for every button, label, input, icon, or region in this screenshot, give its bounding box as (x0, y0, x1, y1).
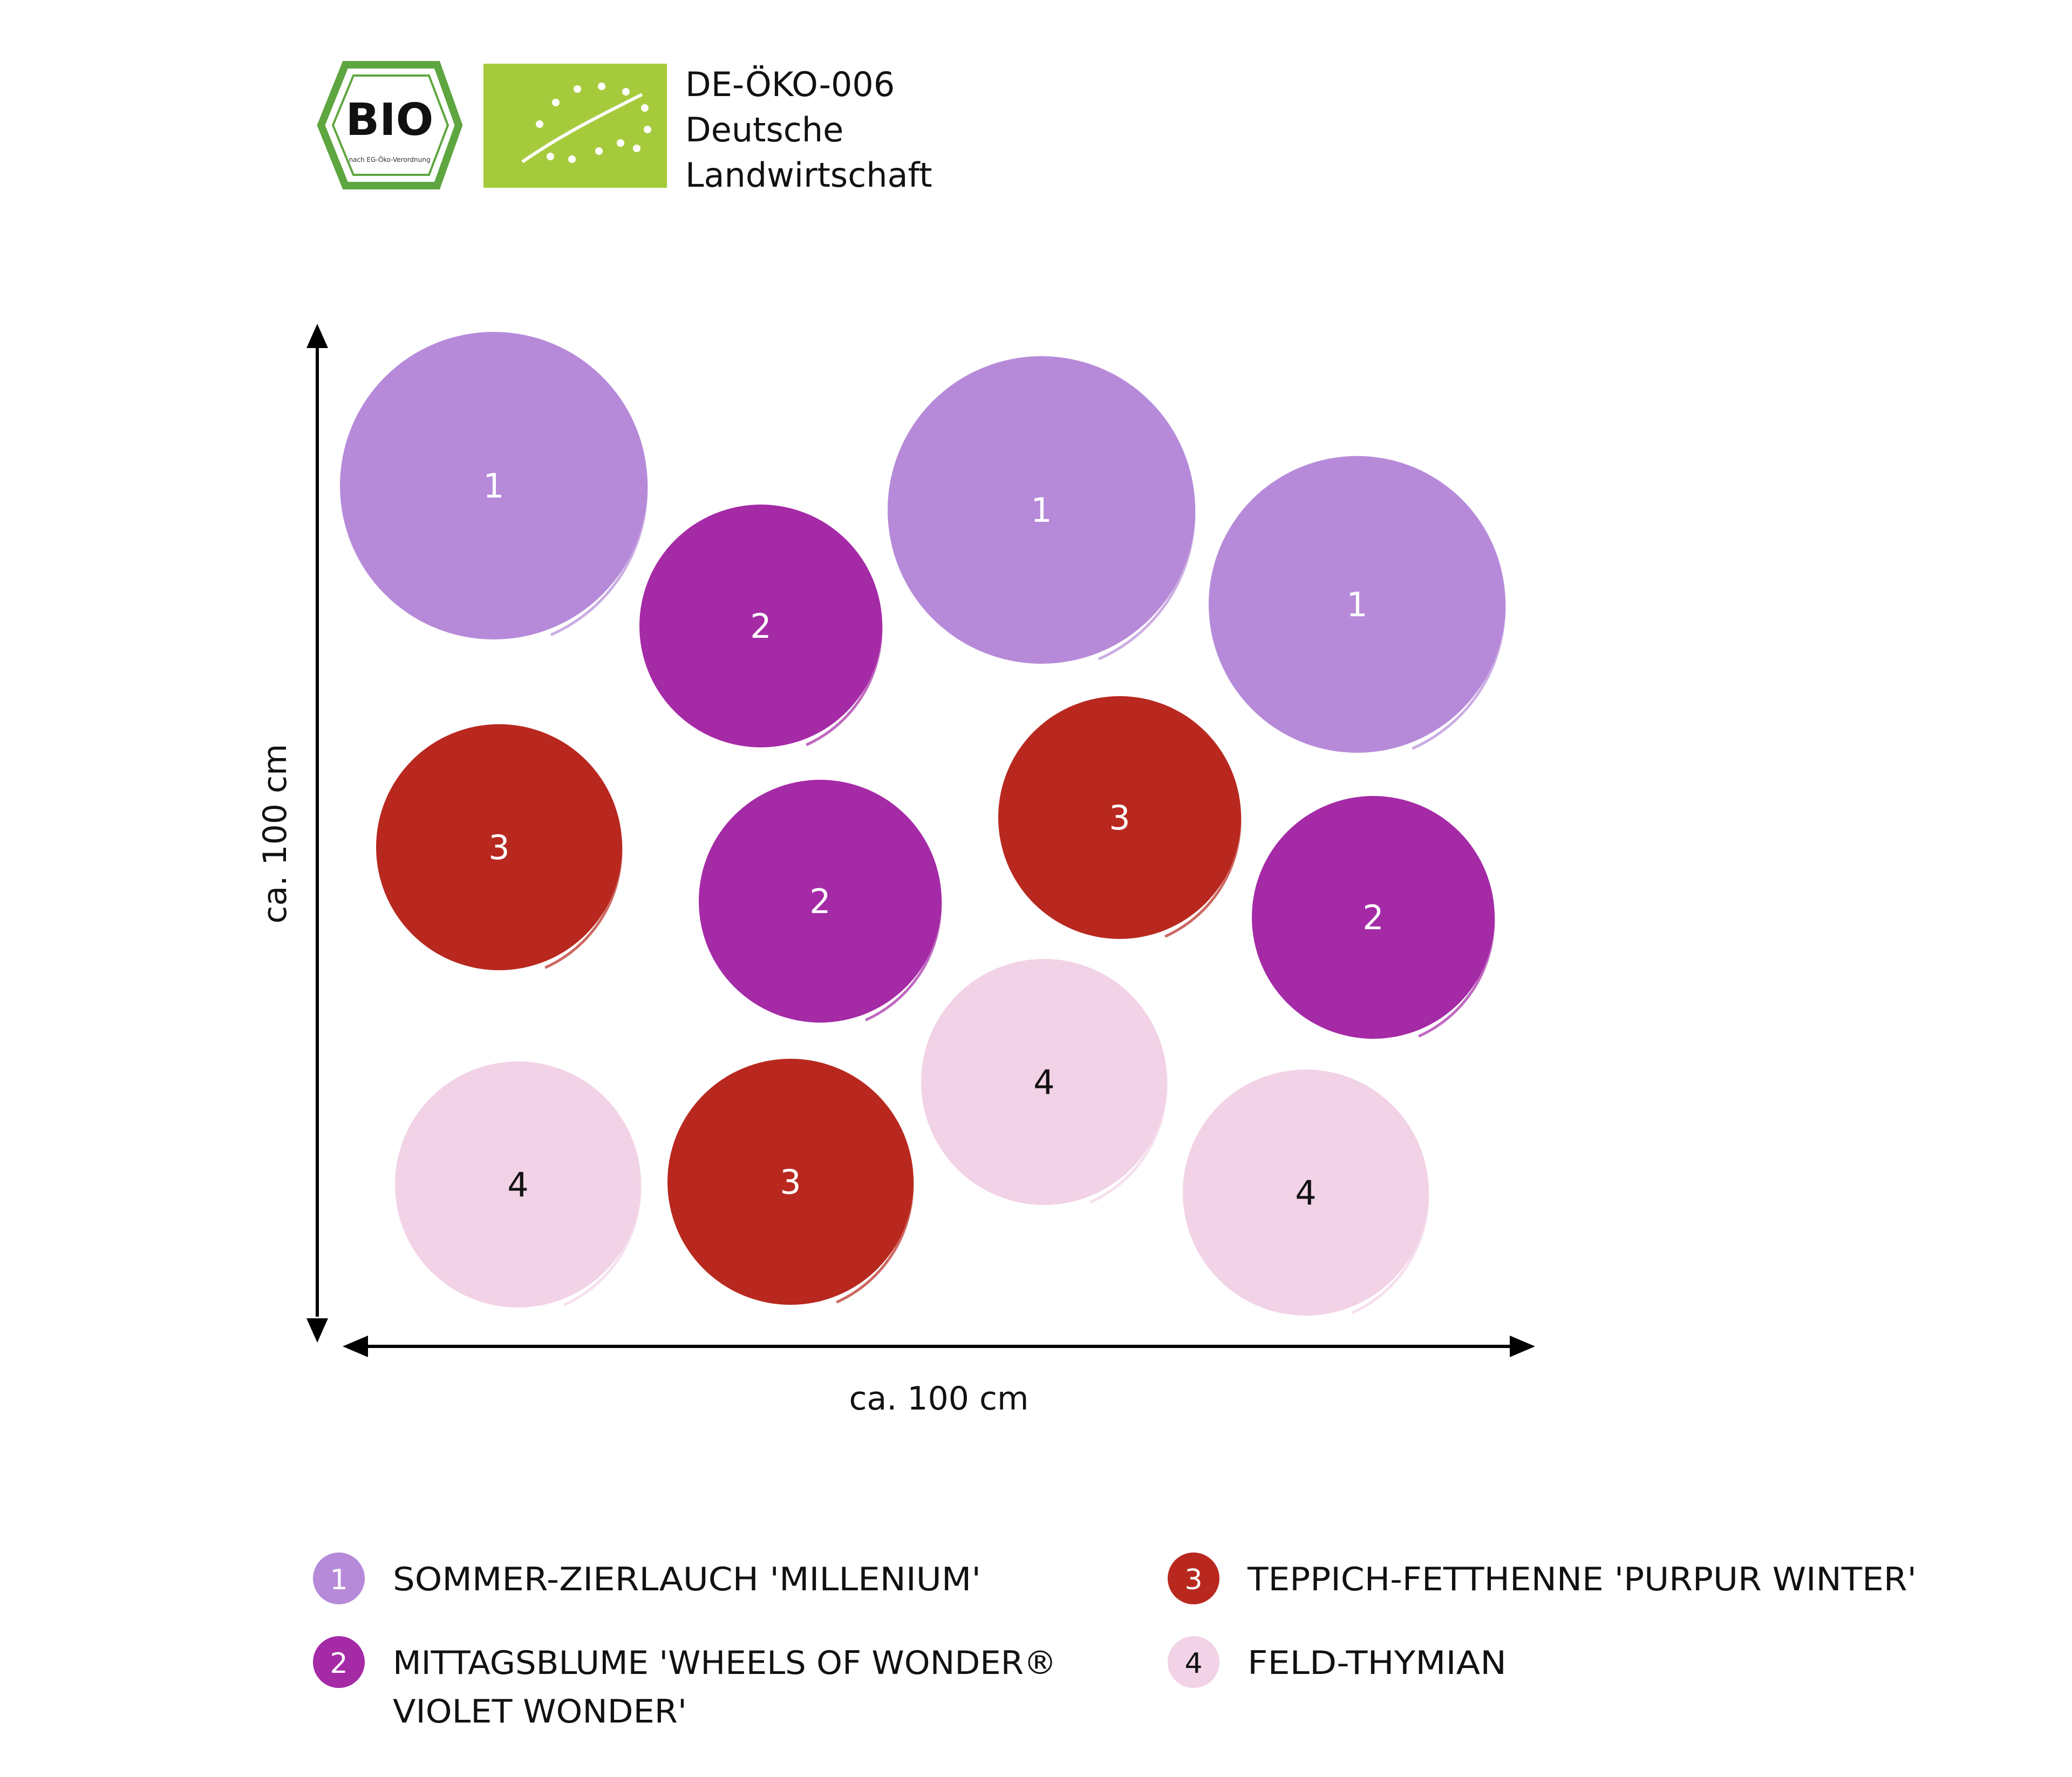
plant-circle-2: 2 (1238, 792, 1495, 1049)
legend-item-3: 3 TEPPICH-FETTHENNE 'PURPUR WINTER' (1168, 1553, 1917, 1604)
plant-circle-1: 1 (326, 328, 648, 650)
plant-disc (921, 959, 1167, 1205)
plant-circle-3: 3 (363, 720, 623, 981)
plant-number: 2 (809, 882, 830, 921)
bio-seal-text: BIO (346, 94, 434, 146)
plant-disc (998, 696, 1241, 939)
vertical-dimension-label: ca. 100 cm (256, 744, 294, 924)
plant-circle-1: 1 (1195, 452, 1506, 763)
legend-number: 4 (1184, 1647, 1202, 1680)
plant-disc (340, 332, 648, 639)
bio-seal: BIO nach EG-Öko-Verordnung (317, 61, 463, 189)
plant-circle-2: 2 (685, 776, 942, 1033)
plant-number: 1 (483, 466, 504, 506)
horizontal-dimension-arrow (343, 1336, 1535, 1357)
cert-origin-line1: Deutsche (685, 110, 843, 149)
cert-code: DE-ÖKO-006 (685, 65, 895, 104)
plant-circle-4: 4 (908, 955, 1168, 1215)
plant-circle-4: 4 (1169, 1066, 1429, 1326)
legend-label: FELD-THYMIAN (1248, 1644, 1507, 1682)
horizontal-dimension-label: ca. 100 cm (849, 1380, 1029, 1418)
plant-number: 3 (780, 1162, 801, 1202)
legend: 1 SOMMER-ZIERLAUCH 'MILLENIUM' 2 MITTAGSBLU… (313, 1553, 1917, 1731)
legend-swatch (313, 1553, 365, 1604)
legend-label: MITTAGSBLUME 'WHEELS OF WONDER® (393, 1644, 1057, 1682)
legend-label: SOMMER-ZIERLAUCH 'MILLENIUM' (393, 1561, 981, 1598)
legend-number: 1 (330, 1564, 347, 1596)
legend-item-4: 4 FELD-THYMIAN (1168, 1636, 1507, 1688)
plant-circle-2: 2 (626, 501, 883, 758)
plant-number: 1 (1346, 585, 1367, 624)
plant-circle-3: 3 (985, 692, 1242, 949)
plant-disc (1209, 456, 1505, 753)
bio-seal-small-text: nach EG-Öko-Verordnung (349, 155, 430, 164)
eu-organic-logo (483, 64, 667, 188)
plant-disc (639, 505, 882, 747)
plant-number: 4 (1295, 1173, 1316, 1213)
plant-number: 4 (1033, 1063, 1054, 1102)
plant-number: 2 (750, 607, 771, 646)
plant-circle-4: 4 (381, 1058, 642, 1318)
plant-number: 1 (1031, 491, 1052, 530)
plant-disc (1252, 796, 1495, 1039)
plants-layer: 1 2 1 1 3 2 3 2 4 3 4 4 (326, 328, 1506, 1326)
plant-circle-3: 3 (654, 1055, 914, 1315)
plant-disc (376, 724, 622, 970)
legend-item-2: 2 MITTAGSBLUME 'WHEELS OF WONDER® VIOLET W… (313, 1636, 1057, 1731)
legend-swatch (1168, 1553, 1219, 1604)
plant-number: 4 (507, 1165, 528, 1204)
plant-number: 3 (488, 828, 509, 867)
legend-swatch (1168, 1636, 1219, 1688)
legend-number: 3 (1184, 1564, 1202, 1596)
legend-number: 2 (330, 1647, 347, 1680)
plant-number: 2 (1362, 898, 1383, 937)
plant-disc (699, 780, 942, 1023)
plant-disc (667, 1059, 914, 1305)
legend-item-1: 1 SOMMER-ZIERLAUCH 'MILLENIUM' (313, 1553, 981, 1604)
plant-disc (395, 1061, 641, 1308)
vertical-dimension-arrow (306, 324, 328, 1343)
legend-label: TEPPICH-FETTHENNE 'PURPUR WINTER' (1247, 1561, 1917, 1598)
legend-label-line2: VIOLET WONDER' (393, 1693, 687, 1731)
plant-disc (888, 356, 1195, 664)
plant-circle-1: 1 (874, 352, 1196, 674)
cert-origin-line2: Landwirtschaft (685, 155, 932, 195)
plant-number: 3 (1109, 798, 1130, 838)
plant-disc (1183, 1070, 1429, 1316)
legend-swatch (313, 1636, 365, 1688)
